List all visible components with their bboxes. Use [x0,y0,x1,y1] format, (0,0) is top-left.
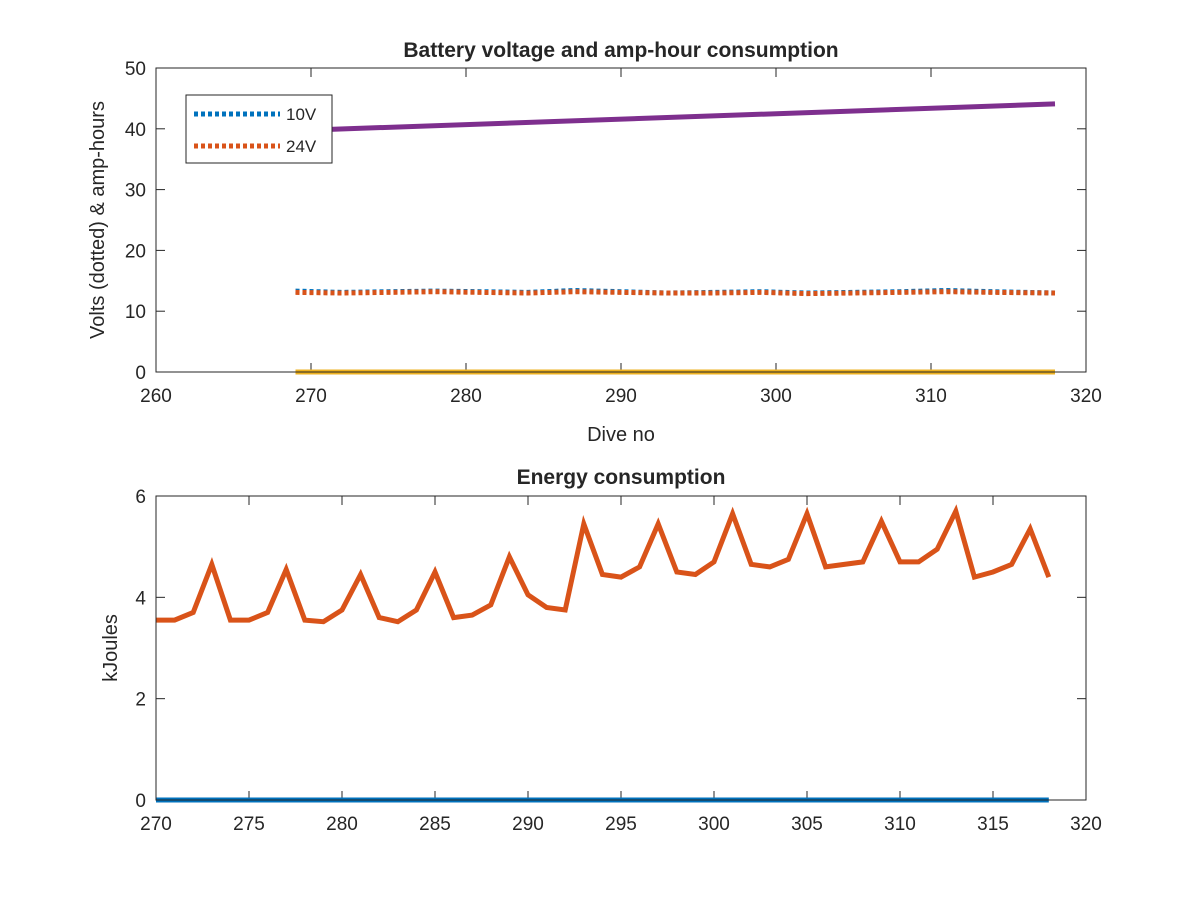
x-axis-label: Dive no [587,424,655,446]
legend: 10V 24V [185,94,333,164]
x-tick-label: 290 [512,814,544,835]
series-line-2 [295,101,1056,134]
y-tick-label: 2 [135,690,146,711]
x-tick-label: 300 [698,814,730,835]
y-tick-label: 50 [125,59,146,80]
tick-labels: 270 275 280 285 290 295 300 305 310 315 320 0 2 4 6 [135,487,1101,835]
energy-subplot: 270 275 280 285 290 295 300 305 310 315 320 0 2 4 6 En… [100,466,1102,835]
y-axis-label: kJoules [100,614,122,682]
x-tick-label: 300 [760,386,792,407]
legend-label-24v: 24V [286,137,317,156]
y-tick-label: 6 [135,487,146,508]
x-tick-label: 285 [419,814,451,835]
x-tick-label: 290 [605,386,637,407]
series-line-1 [295,289,1056,297]
y-tick-label: 10 [125,302,146,323]
chart-title: Battery voltage and amp-hour consumption [403,39,838,62]
x-tick-label: 280 [450,386,482,407]
y-tick-label: 0 [135,791,146,812]
x-tick-label: 280 [326,814,358,835]
x-tick-label: 305 [791,814,823,835]
x-tick-label: 270 [140,814,172,835]
chart-title: Energy consumption [517,466,726,489]
x-tick-label: 320 [1070,814,1102,835]
y-axis-label: Volts (dotted) & amp-hours [87,101,109,339]
y-tick-label: 40 [125,120,146,141]
x-tick-label: 270 [295,386,327,407]
plot-area-background [156,496,1086,800]
tick-labels: 260 270 280 290 300 310 320 0 10 20 30 40 50 [125,59,1102,407]
x-tick-label: 310 [915,386,947,407]
x-tick-label: 260 [140,386,172,407]
x-tick-label: 320 [1070,386,1102,407]
x-tick-label: 310 [884,814,916,835]
plot-area-border [155,67,1087,373]
y-tick-label: 0 [135,363,146,384]
legend-label-10v: 10V [286,105,317,124]
plot-area-border [155,495,1087,801]
x-tick-label: 315 [977,814,1009,835]
y-tick-label: 4 [135,588,146,609]
x-tick-label: 275 [233,814,265,835]
voltage-amphour-subplot: 260 270 280 290 300 310 320 0 10 20 30 40 50 Battery… [87,39,1102,446]
y-tick-label: 20 [125,241,146,262]
series-line-0 [156,504,1052,625]
y-tick-label: 30 [125,181,146,202]
x-tick-label: 295 [605,814,637,835]
legend-box [185,94,333,164]
